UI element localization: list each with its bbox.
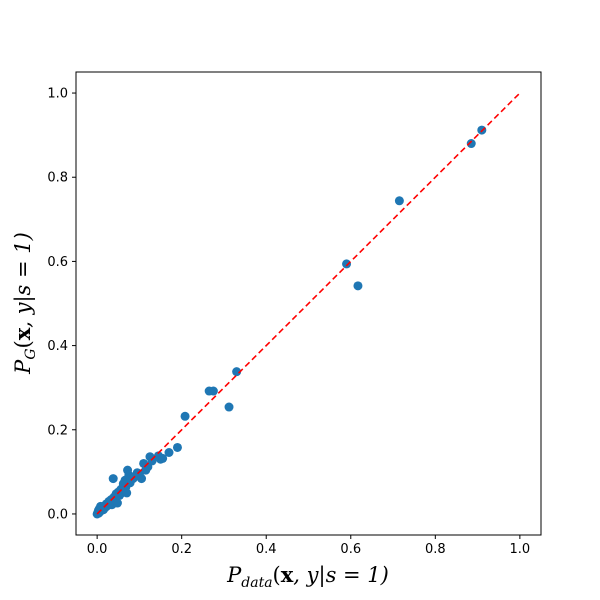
y-axis-ticks: 0.0 0.2 0.4 0.6 0.8 1.0	[47, 87, 76, 522]
data-point	[164, 448, 174, 458]
y-tick-label: 0.6	[47, 255, 68, 270]
data-point	[224, 402, 234, 412]
x-axis-ticks: 0.0 0.2 0.4 0.6 0.8 1.0	[87, 535, 530, 557]
y-tick-label: 1.0	[47, 87, 68, 102]
data-point	[147, 456, 157, 466]
y-tick-label: 0.8	[47, 171, 68, 186]
x-tick-label: 0.4	[256, 542, 277, 557]
x-tick-label: 0.2	[171, 542, 192, 557]
data-point	[108, 474, 118, 484]
data-point	[158, 453, 168, 463]
y-axis-label: PG(x, y|s = 1)	[10, 232, 39, 375]
data-point	[112, 498, 122, 508]
data-point	[232, 367, 242, 377]
x-tick-label: 0.6	[340, 542, 361, 557]
plot-frame	[75, 71, 542, 536]
data-point	[353, 281, 363, 291]
x-tick-label: 1.0	[510, 542, 531, 557]
data-point	[137, 474, 147, 484]
y-tick-label: 0.2	[47, 423, 68, 438]
data-point	[466, 139, 476, 149]
x-tick-label: 0.8	[425, 542, 446, 557]
y-tick-label: 0.4	[47, 339, 68, 354]
data-point	[208, 386, 218, 396]
y-tick-label: 0.0	[47, 507, 68, 522]
x-axis-label: Pdata(x, y|s = 1)	[226, 562, 389, 591]
data-point	[122, 488, 132, 498]
reference-line	[96, 92, 521, 515]
x-tick-label: 0.0	[87, 542, 108, 557]
data-point	[180, 411, 190, 421]
data-point	[172, 442, 182, 452]
data-point	[394, 196, 404, 206]
data-point	[342, 259, 352, 269]
